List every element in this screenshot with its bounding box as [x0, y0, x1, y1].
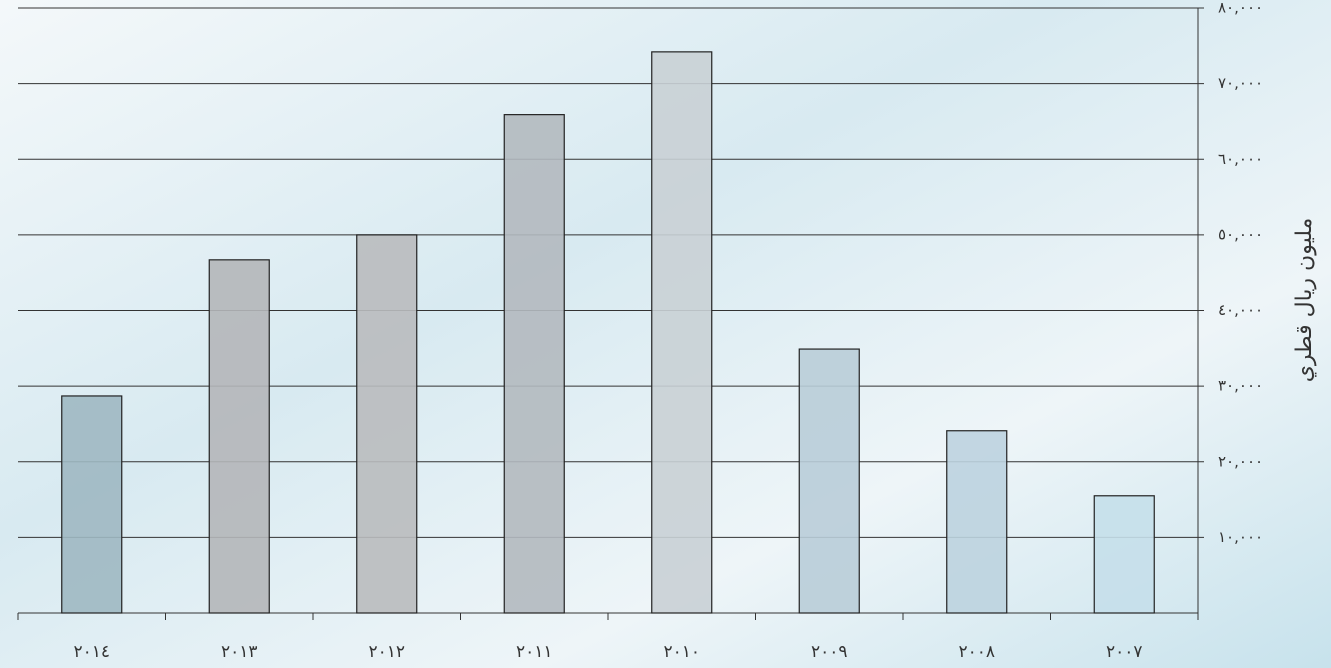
- y-tick-label: ١٠,٠٠٠: [1218, 528, 1263, 546]
- x-tick-label: ٢٠١٣: [221, 642, 258, 662]
- bar: [1094, 496, 1154, 613]
- bar: [947, 431, 1007, 613]
- chart: مليون ريال قطري ١٠,٠٠٠ ٢٠,٠٠٠ ٣٠,٠٠٠ ٤٠,٠٠٠…: [0, 0, 1331, 668]
- y-tick-label: ٦٠,٠٠٠: [1218, 150, 1263, 168]
- page: مليون ريال قطري ١٠,٠٠٠ ٢٠,٠٠٠ ٣٠,٠٠٠ ٤٠,٠٠٠…: [0, 0, 1331, 668]
- y-tick-label: ٣٠,٠٠٠: [1218, 377, 1263, 395]
- y-tick-label: ٨٠,٠٠٠: [1218, 0, 1263, 17]
- bar: [504, 115, 564, 613]
- x-tick-label: ٢٠١٤: [73, 642, 110, 662]
- y-tick-label: ٤٠,٠٠٠: [1218, 301, 1263, 319]
- y-tick-label: ٥٠,٠٠٠: [1218, 225, 1263, 243]
- x-tick-label: ٢٠١٠: [663, 642, 700, 662]
- y-axis-title: مليون ريال قطري: [1292, 218, 1317, 383]
- y-tick-label: ٢٠,٠٠٠: [1218, 452, 1263, 470]
- bar: [652, 52, 712, 613]
- x-tick-label: ٢٠١٢: [368, 642, 405, 662]
- x-tick-label: ٢٠١١: [516, 642, 553, 662]
- x-tick-label: ٢٠٠٧: [1106, 642, 1143, 662]
- y-tick-label: ٧٠,٠٠٠: [1218, 74, 1263, 92]
- x-tick-label: ٢٠٠٩: [811, 642, 848, 662]
- bar: [799, 349, 859, 613]
- bar: [357, 235, 417, 613]
- bar: [209, 260, 269, 613]
- bar: [62, 396, 122, 613]
- x-tick-label: ٢٠٠٨: [958, 642, 995, 662]
